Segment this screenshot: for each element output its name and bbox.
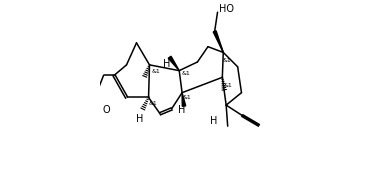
Text: &1: &1	[223, 82, 232, 87]
Text: H: H	[136, 113, 143, 124]
Text: O: O	[102, 105, 110, 115]
Text: &1: &1	[223, 58, 231, 63]
Polygon shape	[168, 56, 179, 71]
Text: H: H	[210, 116, 217, 126]
Text: &1: &1	[181, 71, 190, 76]
Polygon shape	[182, 93, 186, 106]
Text: &1: &1	[148, 101, 157, 106]
Text: H: H	[163, 59, 171, 69]
Text: HO: HO	[219, 4, 234, 14]
Text: H: H	[178, 105, 185, 115]
Polygon shape	[213, 31, 223, 52]
Text: &1: &1	[183, 95, 191, 100]
Text: &1: &1	[152, 69, 161, 74]
